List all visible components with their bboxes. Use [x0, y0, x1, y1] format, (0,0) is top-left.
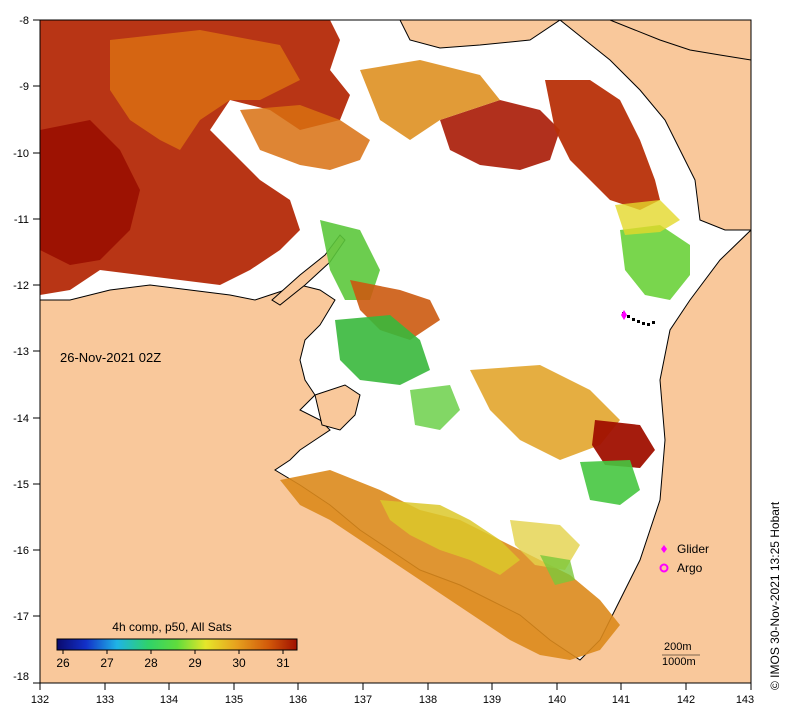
- sst-patch-south-yellow: [380, 500, 520, 575]
- glider-legend-label: Glider: [677, 542, 709, 556]
- lat-tick-label: -8: [19, 15, 29, 27]
- land-new-guinea: [399, 20, 561, 49]
- colorbar-tick-label: 28: [144, 656, 158, 670]
- sst-patch-cape-west: [545, 80, 660, 210]
- sst-patch-west-orange: [110, 30, 300, 150]
- lon-tick-label: 134: [160, 694, 178, 706]
- lon-tick-label: 141: [612, 694, 630, 706]
- lat-tick-label: -15: [13, 479, 29, 491]
- imos-credit: © IMOS 30-Nov-2021 13:25 Hobart: [768, 501, 782, 690]
- sst-patch-south-green: [540, 555, 575, 585]
- sst-patch-gulf-north-orange: [360, 60, 500, 140]
- sst-patch-south-yellow-2: [510, 520, 580, 570]
- sst-patch-gove-green: [335, 315, 430, 385]
- colorbar-tick-label: 26: [56, 656, 70, 670]
- lon-tick-label: 143: [736, 694, 754, 706]
- colorbar-tick-label: 27: [100, 656, 114, 670]
- sst-patch-central-north: [240, 105, 370, 170]
- land-masses: [40, 20, 751, 683]
- lon-tick-label: 132: [31, 694, 49, 706]
- glider-position-marker: [621, 310, 627, 320]
- lon-axis: 132 133 134 135 136 137 138 139 140 141 …: [31, 683, 754, 706]
- sst-patch-west-deep: [40, 120, 140, 265]
- lat-tick-label: -10: [13, 148, 29, 160]
- sst-patch-se-red: [592, 420, 655, 468]
- land-cape-york: [559, 20, 751, 231]
- sst-patch-gulf-north-red: [440, 100, 560, 170]
- depth-legend: 200m 1000m: [662, 641, 700, 668]
- lat-tick-label: -18: [13, 671, 29, 683]
- land-groote: [314, 384, 361, 431]
- sst-patch-cape-yellow: [615, 200, 680, 235]
- colorbar-tick-label: 30: [232, 656, 246, 670]
- lon-tick-label: 139: [483, 694, 501, 706]
- land-new-guinea-east: [609, 20, 751, 61]
- sst-field: [40, 20, 690, 660]
- depth-label-200m: 200m: [664, 641, 692, 653]
- sst-patch-cape-green: [620, 225, 690, 300]
- colorbar: 4h comp, p50, All Sats 26 27 28 29 30 31: [56, 620, 298, 670]
- lat-tick-label: -16: [13, 545, 29, 557]
- lon-tick-label: 133: [96, 694, 114, 706]
- sst-patch-wessel-orange: [350, 280, 440, 340]
- marker-legend: Glider Argo: [659, 542, 709, 575]
- sst-patch-se-green: [580, 460, 640, 505]
- lon-tick-label: 140: [548, 694, 566, 706]
- lon-tick-label: 135: [225, 694, 243, 706]
- lat-tick-label: -9: [19, 81, 29, 93]
- lon-tick-label: 138: [419, 694, 437, 706]
- depth-label-1000m: 1000m: [662, 656, 696, 668]
- lat-tick-label: -11: [14, 214, 29, 226]
- glider-legend-icon: [661, 545, 667, 553]
- sst-patch-south-band: [280, 470, 620, 660]
- argo-legend-icon: [659, 563, 669, 573]
- lat-tick-label: -12: [13, 280, 29, 292]
- lon-tick-label: 136: [289, 694, 307, 706]
- argo-legend-label: Argo: [677, 561, 703, 575]
- lat-tick-label: -13: [13, 346, 29, 358]
- sst-patch-wessel-green: [320, 220, 380, 300]
- map-date-label: 26-Nov-2021 02Z: [60, 350, 161, 365]
- lon-tick-label: 137: [354, 694, 372, 706]
- lat-tick-label: -17: [13, 611, 29, 623]
- colorbar-title: 4h comp, p50, All Sats: [112, 620, 231, 634]
- colorbar-tick-label: 31: [276, 656, 290, 670]
- sst-patch-mid-green: [410, 385, 460, 430]
- lat-axis: -8 -9 -10 -11 -12 -13 -14 -15 -16 -17 -1…: [13, 15, 40, 684]
- lat-tick-label: -14: [13, 413, 29, 425]
- lon-tick-label: 142: [677, 694, 695, 706]
- colorbar-gradient: [56, 638, 298, 651]
- colorbar-tick-label: 29: [188, 656, 202, 670]
- sst-patch-se-orange: [470, 365, 620, 460]
